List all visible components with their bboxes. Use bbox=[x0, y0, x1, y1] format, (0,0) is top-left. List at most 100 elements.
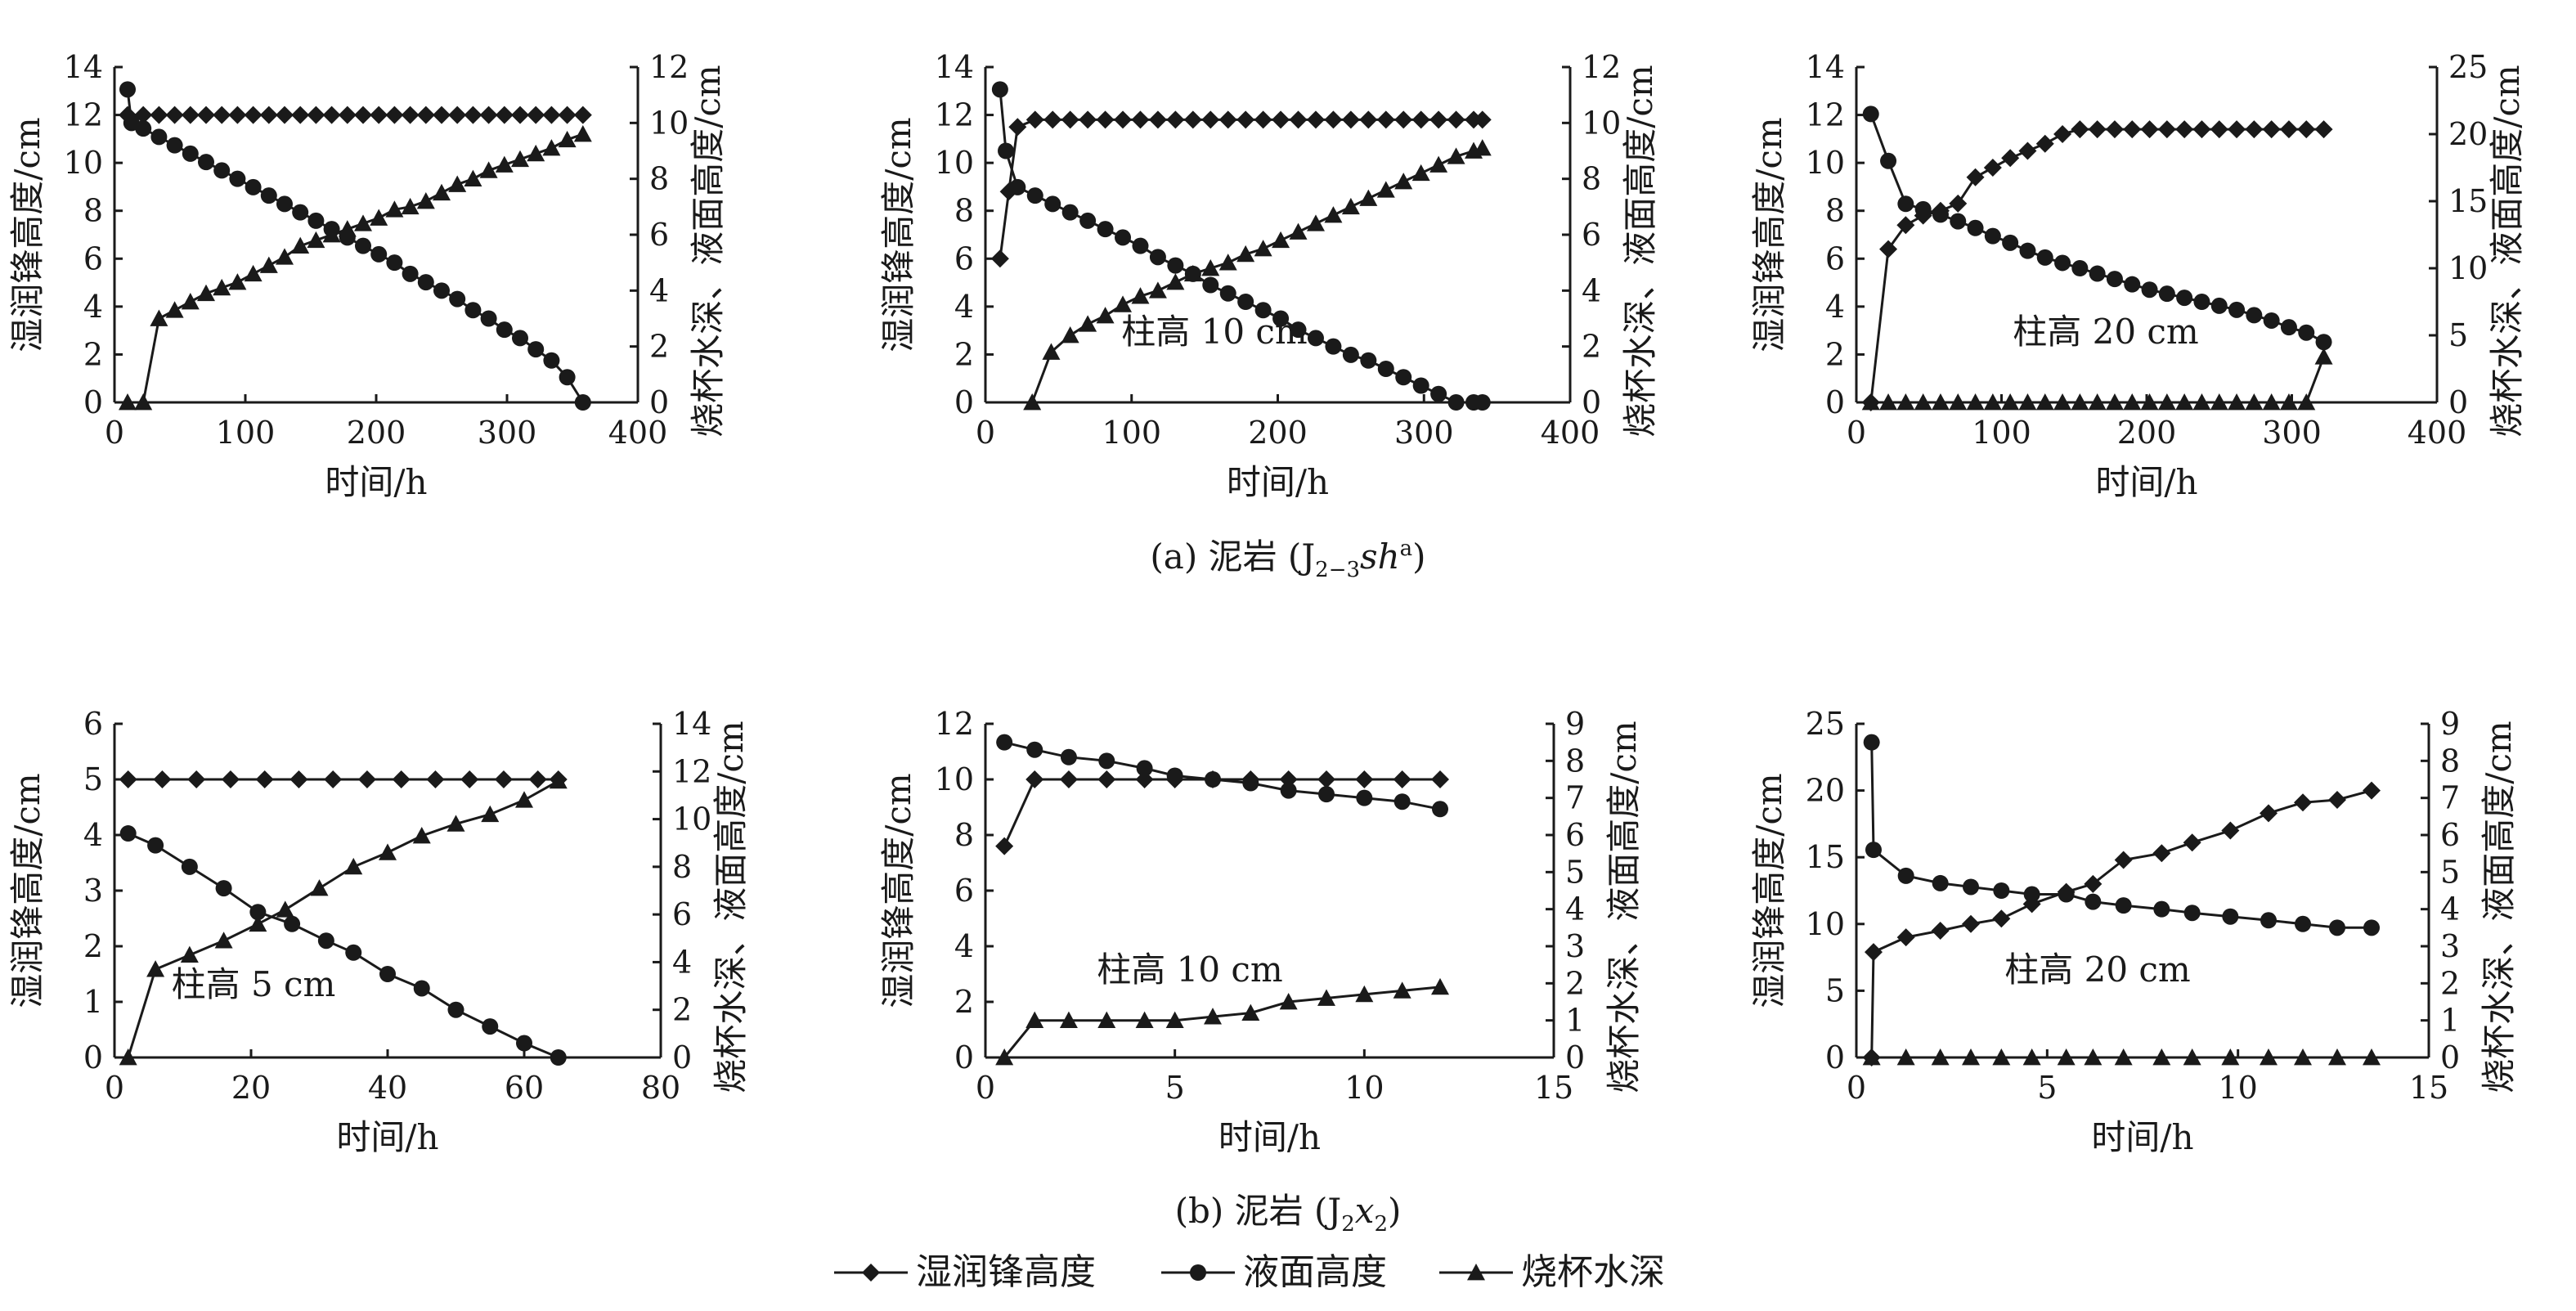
data-point bbox=[1394, 173, 1413, 190]
data-point bbox=[1394, 110, 1413, 129]
data-point bbox=[2158, 285, 2175, 303]
y-tick-label-right: 9 bbox=[1565, 706, 1585, 742]
data-point bbox=[1376, 110, 1395, 129]
data-point bbox=[573, 125, 592, 142]
data-point bbox=[515, 791, 533, 808]
data-point bbox=[1863, 734, 1880, 751]
data-point bbox=[412, 826, 431, 844]
data-point bbox=[165, 106, 184, 124]
series-diamond bbox=[990, 110, 1492, 268]
data-point bbox=[317, 932, 334, 950]
series-circle bbox=[996, 734, 1448, 818]
data-point bbox=[1931, 393, 1950, 411]
data-point bbox=[1411, 110, 1430, 129]
data-point bbox=[322, 106, 341, 124]
data-point bbox=[1166, 273, 1185, 290]
data-point bbox=[402, 265, 419, 282]
y-tick-label-left: 6 bbox=[954, 240, 974, 276]
data-point bbox=[1131, 110, 1150, 129]
data-point bbox=[481, 805, 500, 823]
data-point bbox=[449, 290, 466, 308]
data-point bbox=[2245, 393, 2264, 411]
y-tick-label-left: 2 bbox=[954, 984, 974, 1020]
data-point bbox=[1897, 195, 1914, 213]
data-point bbox=[2245, 120, 2264, 139]
data-point bbox=[249, 904, 267, 921]
data-point bbox=[2298, 324, 2315, 341]
data-point bbox=[1992, 909, 2011, 928]
y-tick-label-right: 10 bbox=[1582, 105, 1621, 141]
data-point bbox=[1183, 264, 1202, 282]
y-tick-label-left: 0 bbox=[1825, 384, 1845, 420]
data-point bbox=[292, 204, 309, 221]
data-point bbox=[146, 960, 165, 977]
data-point bbox=[2088, 120, 2107, 139]
data-point bbox=[1289, 222, 1308, 240]
data-point bbox=[2297, 393, 2316, 411]
data-point bbox=[259, 256, 278, 273]
data-point bbox=[447, 815, 465, 832]
y-tick-label-right: 6 bbox=[1582, 217, 1601, 253]
data-point bbox=[2140, 120, 2159, 139]
data-point bbox=[2175, 120, 2194, 139]
data-point bbox=[1148, 110, 1167, 129]
data-point bbox=[1356, 789, 1373, 806]
data-point bbox=[2294, 793, 2312, 812]
series-circle bbox=[119, 81, 591, 411]
x-tick-label: 5 bbox=[1165, 1070, 1185, 1106]
data-point bbox=[990, 249, 1009, 268]
series-triangle bbox=[119, 125, 592, 411]
data-point bbox=[276, 106, 294, 124]
data-point bbox=[1236, 110, 1255, 129]
data-point bbox=[401, 197, 420, 215]
data-point bbox=[416, 106, 435, 124]
x-axis-label: 时间/h bbox=[2095, 462, 2197, 502]
data-point bbox=[1025, 1011, 1044, 1029]
data-point bbox=[550, 1049, 567, 1066]
data-point bbox=[181, 858, 198, 875]
data-point bbox=[1061, 204, 1079, 221]
data-point bbox=[2085, 893, 2102, 910]
data-point bbox=[1983, 159, 2002, 177]
y-tick-label-right: 5 bbox=[1565, 854, 1585, 890]
y-tick-label-left: 10 bbox=[1806, 906, 1845, 942]
data-point bbox=[1355, 985, 1374, 1003]
data-point bbox=[1060, 748, 1077, 765]
data-point bbox=[310, 879, 329, 896]
x-tick-label: 15 bbox=[2409, 1070, 2448, 1106]
data-point bbox=[1218, 254, 1237, 271]
data-point bbox=[1079, 212, 1097, 229]
data-point bbox=[1097, 770, 1116, 788]
data-point bbox=[1865, 943, 1883, 962]
y-tick-label-left: 8 bbox=[954, 817, 974, 853]
data-point bbox=[276, 900, 294, 918]
data-point bbox=[2221, 1048, 2240, 1066]
data-point bbox=[370, 245, 388, 263]
x-tick-label: 200 bbox=[347, 415, 406, 451]
data-point bbox=[150, 128, 168, 146]
data-point bbox=[1880, 152, 1897, 169]
data-point bbox=[2228, 120, 2246, 139]
data-point bbox=[1098, 752, 1115, 770]
data-point bbox=[1026, 187, 1043, 204]
x-axis-label: 时间/h bbox=[1227, 462, 1329, 502]
y-tick-label-left: 6 bbox=[1825, 240, 1845, 276]
data-point bbox=[1473, 110, 1492, 129]
x-tick-label: 0 bbox=[105, 415, 124, 451]
legend: 湿润锋高度 液面高度 烧杯水深 bbox=[834, 1251, 1665, 1293]
y-tick-label-left: 10 bbox=[935, 761, 974, 797]
data-point bbox=[1896, 216, 1915, 235]
y-tick-label-right: 0 bbox=[2440, 1039, 2460, 1075]
x-tick-label: 200 bbox=[1248, 415, 1308, 451]
x-tick-label: 0 bbox=[1847, 415, 1866, 451]
data-point bbox=[2260, 912, 2277, 929]
data-point bbox=[370, 106, 388, 124]
data-point bbox=[228, 273, 247, 290]
data-point bbox=[1429, 110, 1448, 129]
data-point bbox=[2328, 791, 2346, 810]
data-point bbox=[1096, 307, 1115, 324]
data-point bbox=[1317, 989, 1335, 1006]
data-point bbox=[307, 106, 325, 124]
y-tick-label-right: 8 bbox=[649, 161, 669, 197]
y-tick-label-right: 4 bbox=[672, 944, 692, 980]
